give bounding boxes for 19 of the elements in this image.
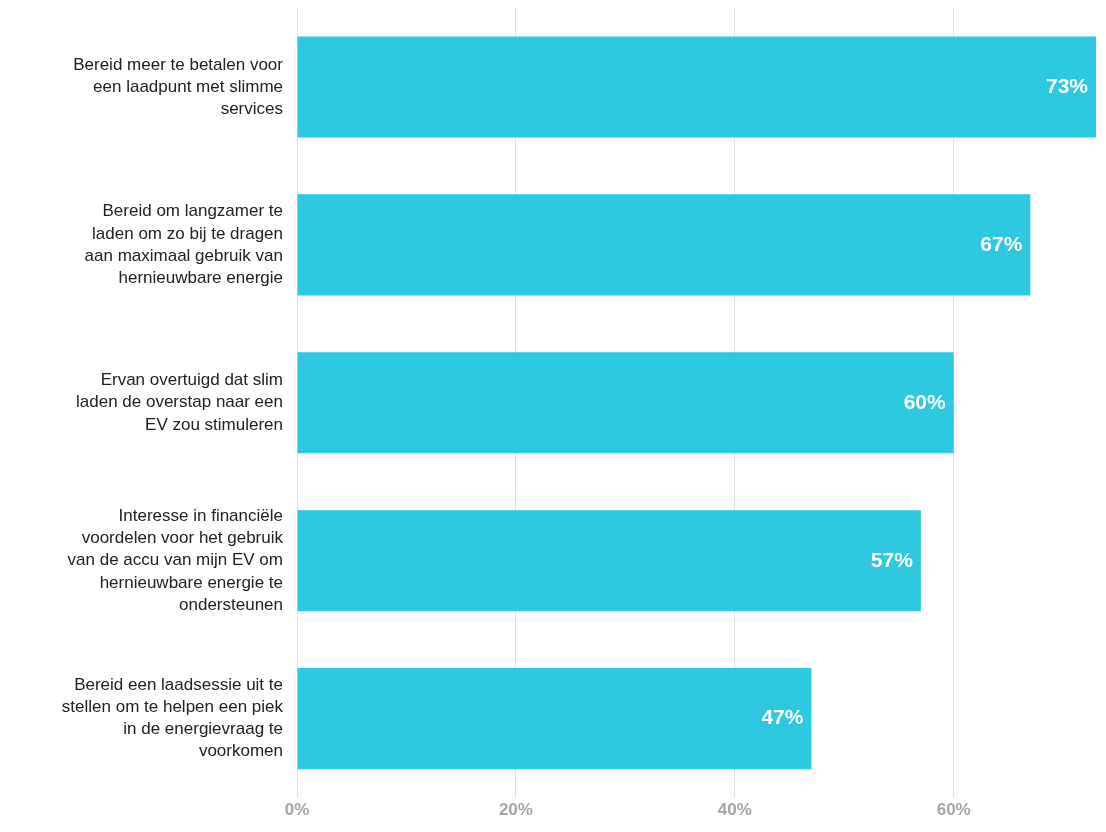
x-tick-label: 0% [284, 800, 310, 820]
bar [297, 352, 954, 454]
x-tick-label: 60% [936, 800, 971, 820]
bar [297, 668, 812, 770]
data-label: 60% [903, 389, 947, 413]
x-tick-label: 40% [717, 800, 752, 820]
y-tick-label: Ervan overtuigd dat slim laden de overstap naar een EV zou stimuleren [76, 370, 283, 434]
data-label: 47% [761, 705, 804, 729]
y-tick-label: Bereid een laadsessie uit te stellen om te helpen een piek in de energievraag te voorkomen [61, 675, 284, 761]
bar [297, 510, 921, 612]
y-tick-label: Bereid om langzamer te laden om zo bij te dragen aan maximaal gebruik van hernieuwbare energie [84, 201, 283, 287]
bar [297, 194, 1031, 296]
data-label: 57% [870, 547, 914, 571]
data-label: 67% [980, 231, 1023, 255]
bar [297, 36, 1096, 138]
x-tick-label: 20% [498, 800, 533, 820]
y-tick-label: Bereid meer te betalen voor een laadpunt met slimme services [73, 54, 284, 118]
data-label: 73% [1045, 73, 1089, 97]
y-tick-label: Interesse in financiële voordelen voor het gebruik van de accu van mijn EV om hernieuwbare energie te ondersteunen [67, 506, 284, 614]
